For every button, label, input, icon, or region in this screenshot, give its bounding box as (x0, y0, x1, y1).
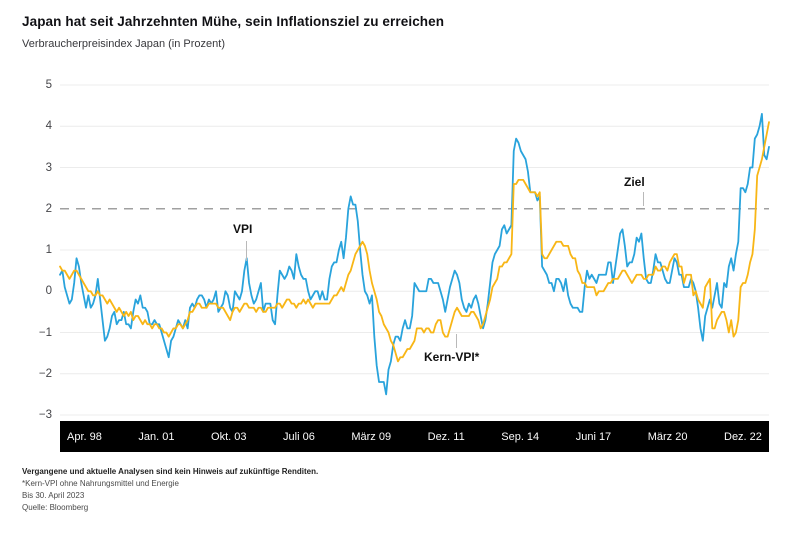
y-axis-tick-label: 5 (45, 79, 52, 91)
x-axis-tick-label: Sep. 14 (501, 430, 540, 443)
page-title: Japan hat seit Jahrzehnten Mühe, sein In… (22, 14, 445, 29)
y-axis-tick-label: −2 (38, 367, 52, 380)
y-axis-tick-label: −3 (38, 409, 52, 421)
x-axis-tick-label: Dez. 11 (427, 430, 465, 443)
y-axis-tick-label: 1 (45, 244, 52, 256)
line-chart-canvas (59, 84, 770, 416)
kern-vpi-series-line (59, 121, 770, 363)
gridlines (60, 84, 769, 416)
y-axis-tick-label: 2 (45, 202, 52, 215)
kern-vpi-series-label: Kern-VPI* (424, 350, 480, 364)
footnotes: Vergangene und aktuelle Analysen sind ke… (22, 466, 318, 514)
x-axis-tick-label: März 09 (351, 430, 392, 443)
core-cpi-footnote: *Kern-VPI ohne Nahrungsmittel und Energi… (22, 479, 179, 488)
y-axis-tick-label: −1 (38, 326, 52, 339)
y-axis-tick-label: 3 (45, 161, 52, 174)
x-axis-tick-label: Jan. 01 (138, 430, 175, 443)
x-axis-tick-label: Dez. 22 (724, 430, 762, 443)
vpi-series-label: VPI (233, 222, 253, 236)
x-axis-tick-label: März 20 (647, 430, 688, 443)
target-label: Ziel (624, 175, 645, 189)
as-of-date: Bis 30. April 2023 (22, 491, 85, 500)
x-axis-bar: Apr. 98 Jan. 01 Okt. 03 Juli 06 März 09 Dez. … (60, 421, 769, 452)
y-axis-tick-label: 0 (45, 285, 52, 298)
vpi-series-line (59, 112, 770, 396)
disclaimer-text: Vergangene und aktuelle Analysen sind ke… (22, 467, 319, 476)
kern-vpi-leader-line (456, 334, 457, 348)
data-source: Quelle: Bloomberg (22, 503, 89, 512)
y-axis-tick-label: 4 (45, 120, 52, 133)
x-axis-tick-label: Juli 06 (283, 430, 315, 443)
chart-subtitle: Verbraucherpreisindex Japan (in Prozent) (22, 38, 226, 50)
x-axis-tick-label: Juni 17 (575, 430, 612, 443)
vpi-leader-line (246, 241, 247, 261)
target-leader-line (643, 192, 644, 206)
x-axis-tick-label: Apr. 98 (67, 430, 102, 443)
x-axis-tick-label: Okt. 03 (211, 430, 247, 443)
